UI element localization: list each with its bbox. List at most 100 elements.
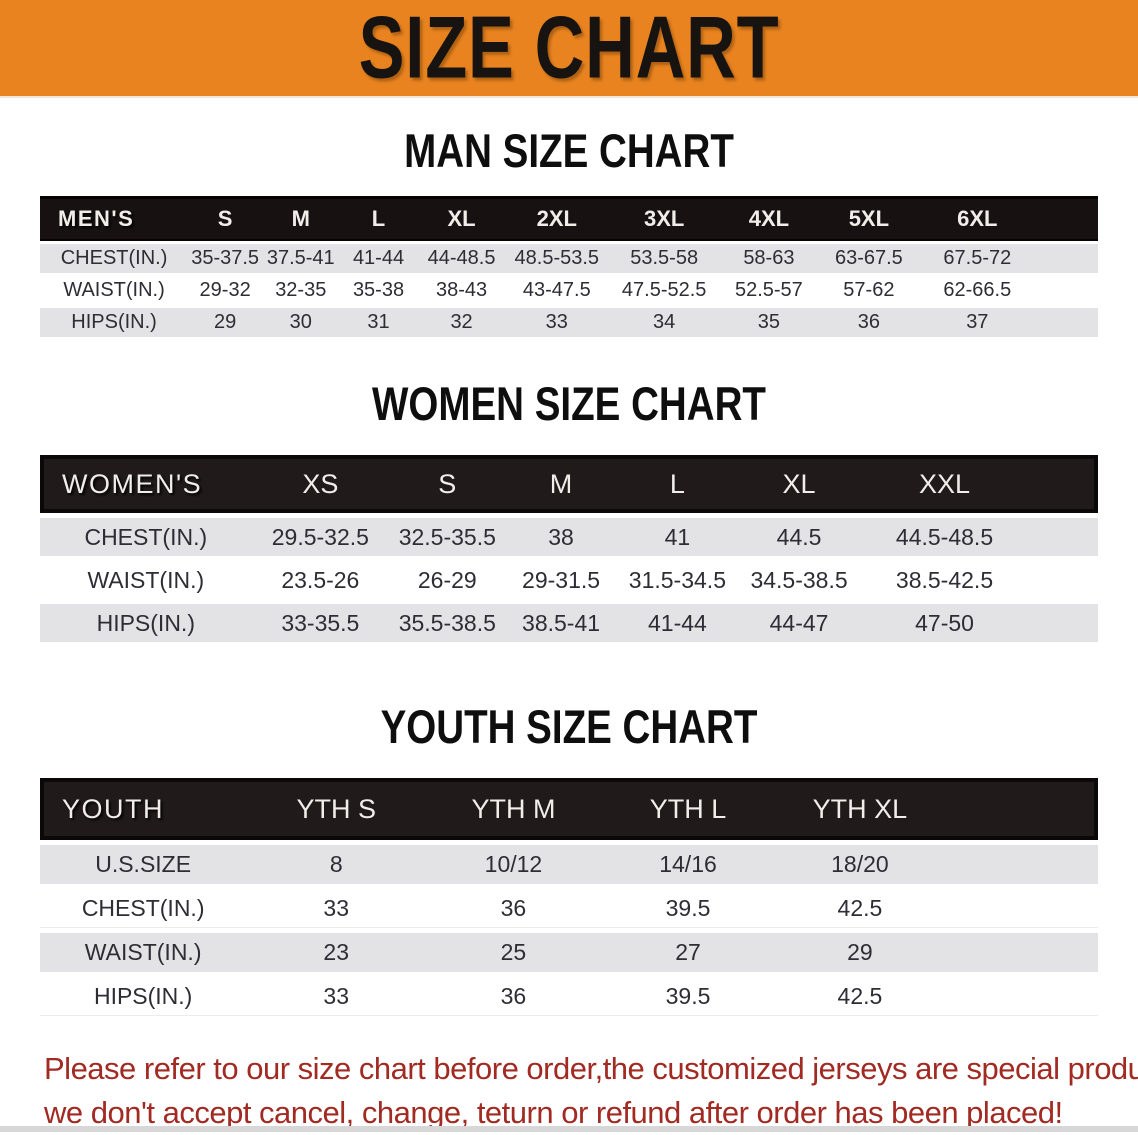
size-value-cell: 18/20 [775,845,945,884]
youth-section-heading: YOUTH SIZE CHART [380,700,758,753]
women-size-table: WOMEN'S XS S M L XL XXL CHEST(IN.) 29.5-32.5 32.5… [40,450,1098,647]
size-column-header: XS [251,455,390,513]
women-section: WOMEN SIZE CHART WOMEN'S XS S M L XL XXL CHEST(… [0,376,1138,647]
table-corner-label: MEN'S [40,196,189,241]
disclaimer-line-2: we don't accept cancel, change, teturn o… [44,1095,1063,1130]
table-corner-label: WOMEN'S [40,455,252,513]
size-column-header: YTH M [426,778,601,840]
size-value-cell: 29.5-32.5 [251,518,390,556]
bottom-bar [0,1126,1138,1132]
row-spacer [1034,276,1098,305]
size-value-cell: 36 [426,889,601,928]
size-column-header: L [339,196,418,241]
size-value-cell: 47.5-52.5 [608,276,721,305]
size-column-header: M [505,455,617,513]
size-value-cell: 63-67.5 [817,244,921,273]
size-value-cell: 57-62 [817,276,921,305]
header-spacer [1034,196,1098,241]
size-value-cell: 58-63 [720,244,818,273]
size-value-cell: 39.5 [600,889,776,928]
size-value-cell: 34 [608,308,721,337]
size-value-cell: 31.5-34.5 [616,561,739,599]
table-header-row: YOUTH YTH S YTH M YTH L YTH XL [40,778,1098,840]
row-spacer [944,845,1098,884]
row-label: HIPS(IN.) [40,604,252,642]
size-value-cell: 42.5 [775,977,945,1016]
size-value-cell: 47-50 [859,604,1030,642]
size-value-cell: 52.5-57 [720,276,818,305]
size-value-cell: 8 [246,845,427,884]
size-value-cell: 38.5-41 [505,604,617,642]
size-value-cell: 33-35.5 [251,604,390,642]
size-value-cell: 23.5-26 [251,561,390,599]
size-column-header: XL [417,196,506,241]
size-column-header: 2XL [505,196,609,241]
size-value-cell: 41-44 [339,244,418,273]
size-value-cell: 42.5 [775,889,945,928]
size-value-cell: 32-35 [262,276,340,305]
table-row: WAIST(IN.) 23 25 27 29 [40,933,1098,972]
men-section-heading: MAN SIZE CHART [404,124,734,177]
size-column-header: YTH XL [775,778,945,840]
size-value-cell: 67.5-72 [920,244,1035,273]
size-value-cell: 41-44 [616,604,739,642]
men-size-table: MEN'S S M L XL 2XL 3XL 4XL 5XL 6XL CHEST(IN.) 35-37… [40,193,1098,340]
table-row: HIPS(IN.) 33-35.5 35.5-38.5 38.5-41 41-44 44-… [40,604,1098,642]
row-label: WAIST(IN.) [40,276,189,305]
size-value-cell: 38.5-42.5 [859,561,1030,599]
size-value-cell: 31 [339,308,418,337]
row-spacer [944,977,1098,1016]
size-column-header: S [389,455,506,513]
size-value-cell: 29-31.5 [505,561,617,599]
size-value-cell: 44-47 [738,604,860,642]
size-value-cell: 30 [262,308,340,337]
size-value-cell: 44.5 [738,518,860,556]
size-value-cell: 29 [775,933,945,972]
row-spacer [1029,604,1098,642]
table-row: CHEST(IN.) 35-37.5 37.5-41 41-44 44-48.5 48.5… [40,244,1098,273]
disclaimer-line-1: Please refer to our size chart before or… [44,1051,1138,1086]
size-value-cell: 33 [505,308,609,337]
table-header-row: WOMEN'S XS S M L XL XXL [40,455,1098,513]
row-spacer [1029,561,1098,599]
page-title: SIZE CHART [358,0,780,97]
size-value-cell: 10/12 [426,845,601,884]
size-value-cell: 35-38 [339,276,418,305]
row-spacer [1034,244,1098,273]
table-row: CHEST(IN.) 33 36 39.5 42.5 [40,889,1098,928]
row-spacer [944,933,1098,972]
size-column-header: YTH L [600,778,776,840]
size-value-cell: 35-37.5 [188,244,263,273]
size-value-cell: 41 [616,518,739,556]
size-value-cell: 26-29 [389,561,506,599]
size-value-cell: 48.5-53.5 [505,244,609,273]
size-column-header: 5XL [817,196,921,241]
table-row: CHEST(IN.) 29.5-32.5 32.5-35.5 38 41 44.5 44.5… [40,518,1098,556]
row-spacer [944,889,1098,928]
size-value-cell: 36 [426,977,601,1016]
table-row: WAIST(IN.) 29-32 32-35 35-38 38-43 43-47.5 47.… [40,276,1098,305]
row-label: WAIST(IN.) [40,561,252,599]
row-label: CHEST(IN.) [40,244,189,273]
table-row: HIPS(IN.) 33 36 39.5 42.5 [40,977,1098,1016]
row-label: CHEST(IN.) [40,518,252,556]
size-value-cell: 23 [246,933,427,972]
row-label: U.S.SIZE [40,845,247,884]
size-value-cell: 43-47.5 [505,276,609,305]
size-value-cell: 27 [600,933,776,972]
size-value-cell: 33 [246,889,427,928]
table-row: HIPS(IN.) 29 30 31 32 33 34 35 36 37 [40,308,1098,337]
size-column-header: 3XL [608,196,721,241]
table-row: U.S.SIZE 8 10/12 14/16 18/20 [40,845,1098,884]
size-value-cell: 29-32 [188,276,263,305]
size-value-cell: 37.5-41 [262,244,340,273]
size-value-cell: 38-43 [417,276,506,305]
size-value-cell: 29 [188,308,263,337]
size-column-header: YTH S [246,778,427,840]
size-value-cell: 38 [505,518,617,556]
size-value-cell: 35.5-38.5 [389,604,506,642]
row-label: HIPS(IN.) [40,308,189,337]
size-value-cell: 53.5-58 [608,244,721,273]
men-section: MAN SIZE CHART MEN'S S M L XL 2XL 3XL 4XL 5XL 6XL… [0,123,1138,340]
